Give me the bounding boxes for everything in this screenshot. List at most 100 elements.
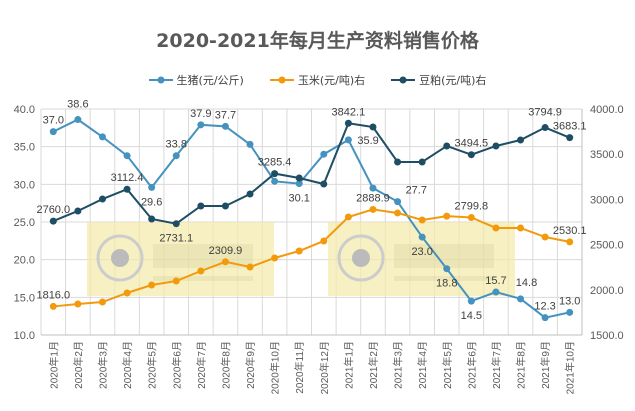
watermark-logo — [153, 276, 253, 281]
x-tick-label: 2020年7月 — [195, 341, 208, 389]
y-left-tick-label: 35.0 — [14, 142, 35, 154]
data-label: 3842.1 — [332, 106, 366, 118]
legend-label: 玉米(元/吨)右 — [297, 74, 366, 87]
watermark-logo — [96, 234, 144, 282]
y-left-tick-label: 15.0 — [14, 292, 35, 304]
data-label: 2760.0 — [36, 204, 70, 216]
data-point — [320, 180, 328, 188]
data-point — [320, 237, 328, 245]
data-label: 3794.9 — [528, 107, 562, 119]
data-label: 13.0 — [559, 295, 580, 307]
legend-item: 生猪(元/公斤) — [148, 72, 244, 88]
data-label: 38.6 — [67, 99, 88, 111]
y-left-tick-label: 40.0 — [14, 104, 35, 116]
data-label: 14.5 — [461, 310, 482, 322]
y-right-tick-label: 1500.0 — [590, 330, 624, 342]
x-tick-label: 2020年9月 — [244, 341, 257, 389]
legend-label: 豆粕(元/吨)右 — [419, 74, 487, 87]
data-point — [246, 140, 254, 148]
data-point — [394, 158, 402, 166]
data-point — [541, 124, 549, 132]
data-label: 3112.4 — [111, 172, 144, 184]
data-label: 14.8 — [516, 277, 537, 289]
data-label: 2799.8 — [455, 200, 489, 212]
y-left-tick-label: 25.0 — [14, 217, 35, 229]
y-left-tick-label: 10.0 — [14, 330, 35, 342]
data-label: 2888.9 — [356, 192, 390, 204]
series-line-2 — [52, 122, 571, 225]
chart-title: 2020-2021年每月生产资料销售价格 — [156, 30, 479, 52]
x-tick-label: 2021年6月 — [465, 341, 478, 389]
data-point — [197, 202, 205, 210]
x-tick-label: 2021年8月 — [515, 341, 528, 389]
watermark-logo — [352, 249, 370, 267]
data-label: 3683.1 — [553, 121, 587, 133]
data-label: 1816.0 — [36, 289, 70, 301]
data-point — [369, 123, 377, 131]
data-point — [517, 224, 525, 232]
data-point — [221, 202, 229, 210]
data-point — [295, 174, 303, 182]
y-left-tick-label: 30.0 — [14, 179, 35, 191]
data-point — [566, 238, 574, 246]
data-point — [221, 122, 229, 130]
data-point — [74, 300, 82, 308]
data-point — [148, 215, 156, 223]
data-point — [517, 136, 525, 144]
data-label: 27.7 — [406, 185, 427, 197]
data-point — [172, 152, 180, 160]
legend: 生猪(元/公斤) 玉米(元/吨)右 豆粕(元/吨)右 — [0, 72, 635, 88]
data-point — [295, 247, 303, 255]
data-point — [467, 151, 475, 159]
data-point — [98, 133, 106, 141]
watermark-logo — [394, 276, 494, 281]
data-point — [369, 184, 377, 192]
data-point — [492, 142, 500, 150]
watermark-logo — [337, 234, 385, 282]
data-point — [49, 128, 57, 136]
data-point — [98, 298, 106, 306]
x-tick-label: 2020年5月 — [146, 341, 159, 389]
x-tick-label: 2021年4月 — [416, 341, 429, 389]
data-point — [98, 195, 106, 203]
data-point — [541, 233, 549, 241]
data-point — [517, 295, 525, 303]
data-point — [49, 302, 57, 310]
data-label: 37.7 — [215, 109, 236, 121]
data-point — [49, 217, 57, 225]
data-point — [344, 119, 352, 127]
data-label: 2530.1 — [553, 225, 587, 237]
data-label: 37.0 — [43, 115, 64, 127]
x-tick-label: 2020年6月 — [170, 341, 183, 389]
y-right-tick-label: 2000.0 — [590, 285, 624, 297]
data-point — [123, 152, 131, 160]
data-point — [74, 116, 82, 124]
x-tick-label: 2021年7月 — [490, 341, 503, 389]
data-label: 30.1 — [288, 193, 309, 205]
x-tick-label: 2020年11月 — [293, 341, 306, 394]
legend-marker-icon — [269, 76, 294, 84]
series-line-1 — [53, 208, 570, 308]
x-tick-label: 2021年9月 — [539, 341, 552, 389]
data-point — [566, 134, 574, 142]
data-point — [467, 297, 475, 305]
legend-marker-icon — [148, 76, 173, 84]
data-label: 3494.5 — [455, 138, 489, 150]
data-point — [123, 289, 131, 297]
data-point — [443, 265, 451, 273]
data-point — [344, 213, 352, 221]
data-point — [271, 177, 279, 185]
watermark-logo — [111, 249, 129, 267]
data-point — [369, 205, 377, 213]
data-point — [394, 198, 402, 206]
x-tick-label: 2020年12月 — [318, 341, 331, 394]
x-tick-label: 2021年3月 — [392, 341, 405, 389]
y-right-tick-label: 4000.0 — [590, 104, 624, 116]
data-point — [123, 185, 131, 193]
data-point — [295, 180, 303, 188]
data-point — [221, 258, 229, 266]
data-point — [541, 314, 549, 322]
y-right-tick-label: 2500.0 — [590, 240, 624, 252]
